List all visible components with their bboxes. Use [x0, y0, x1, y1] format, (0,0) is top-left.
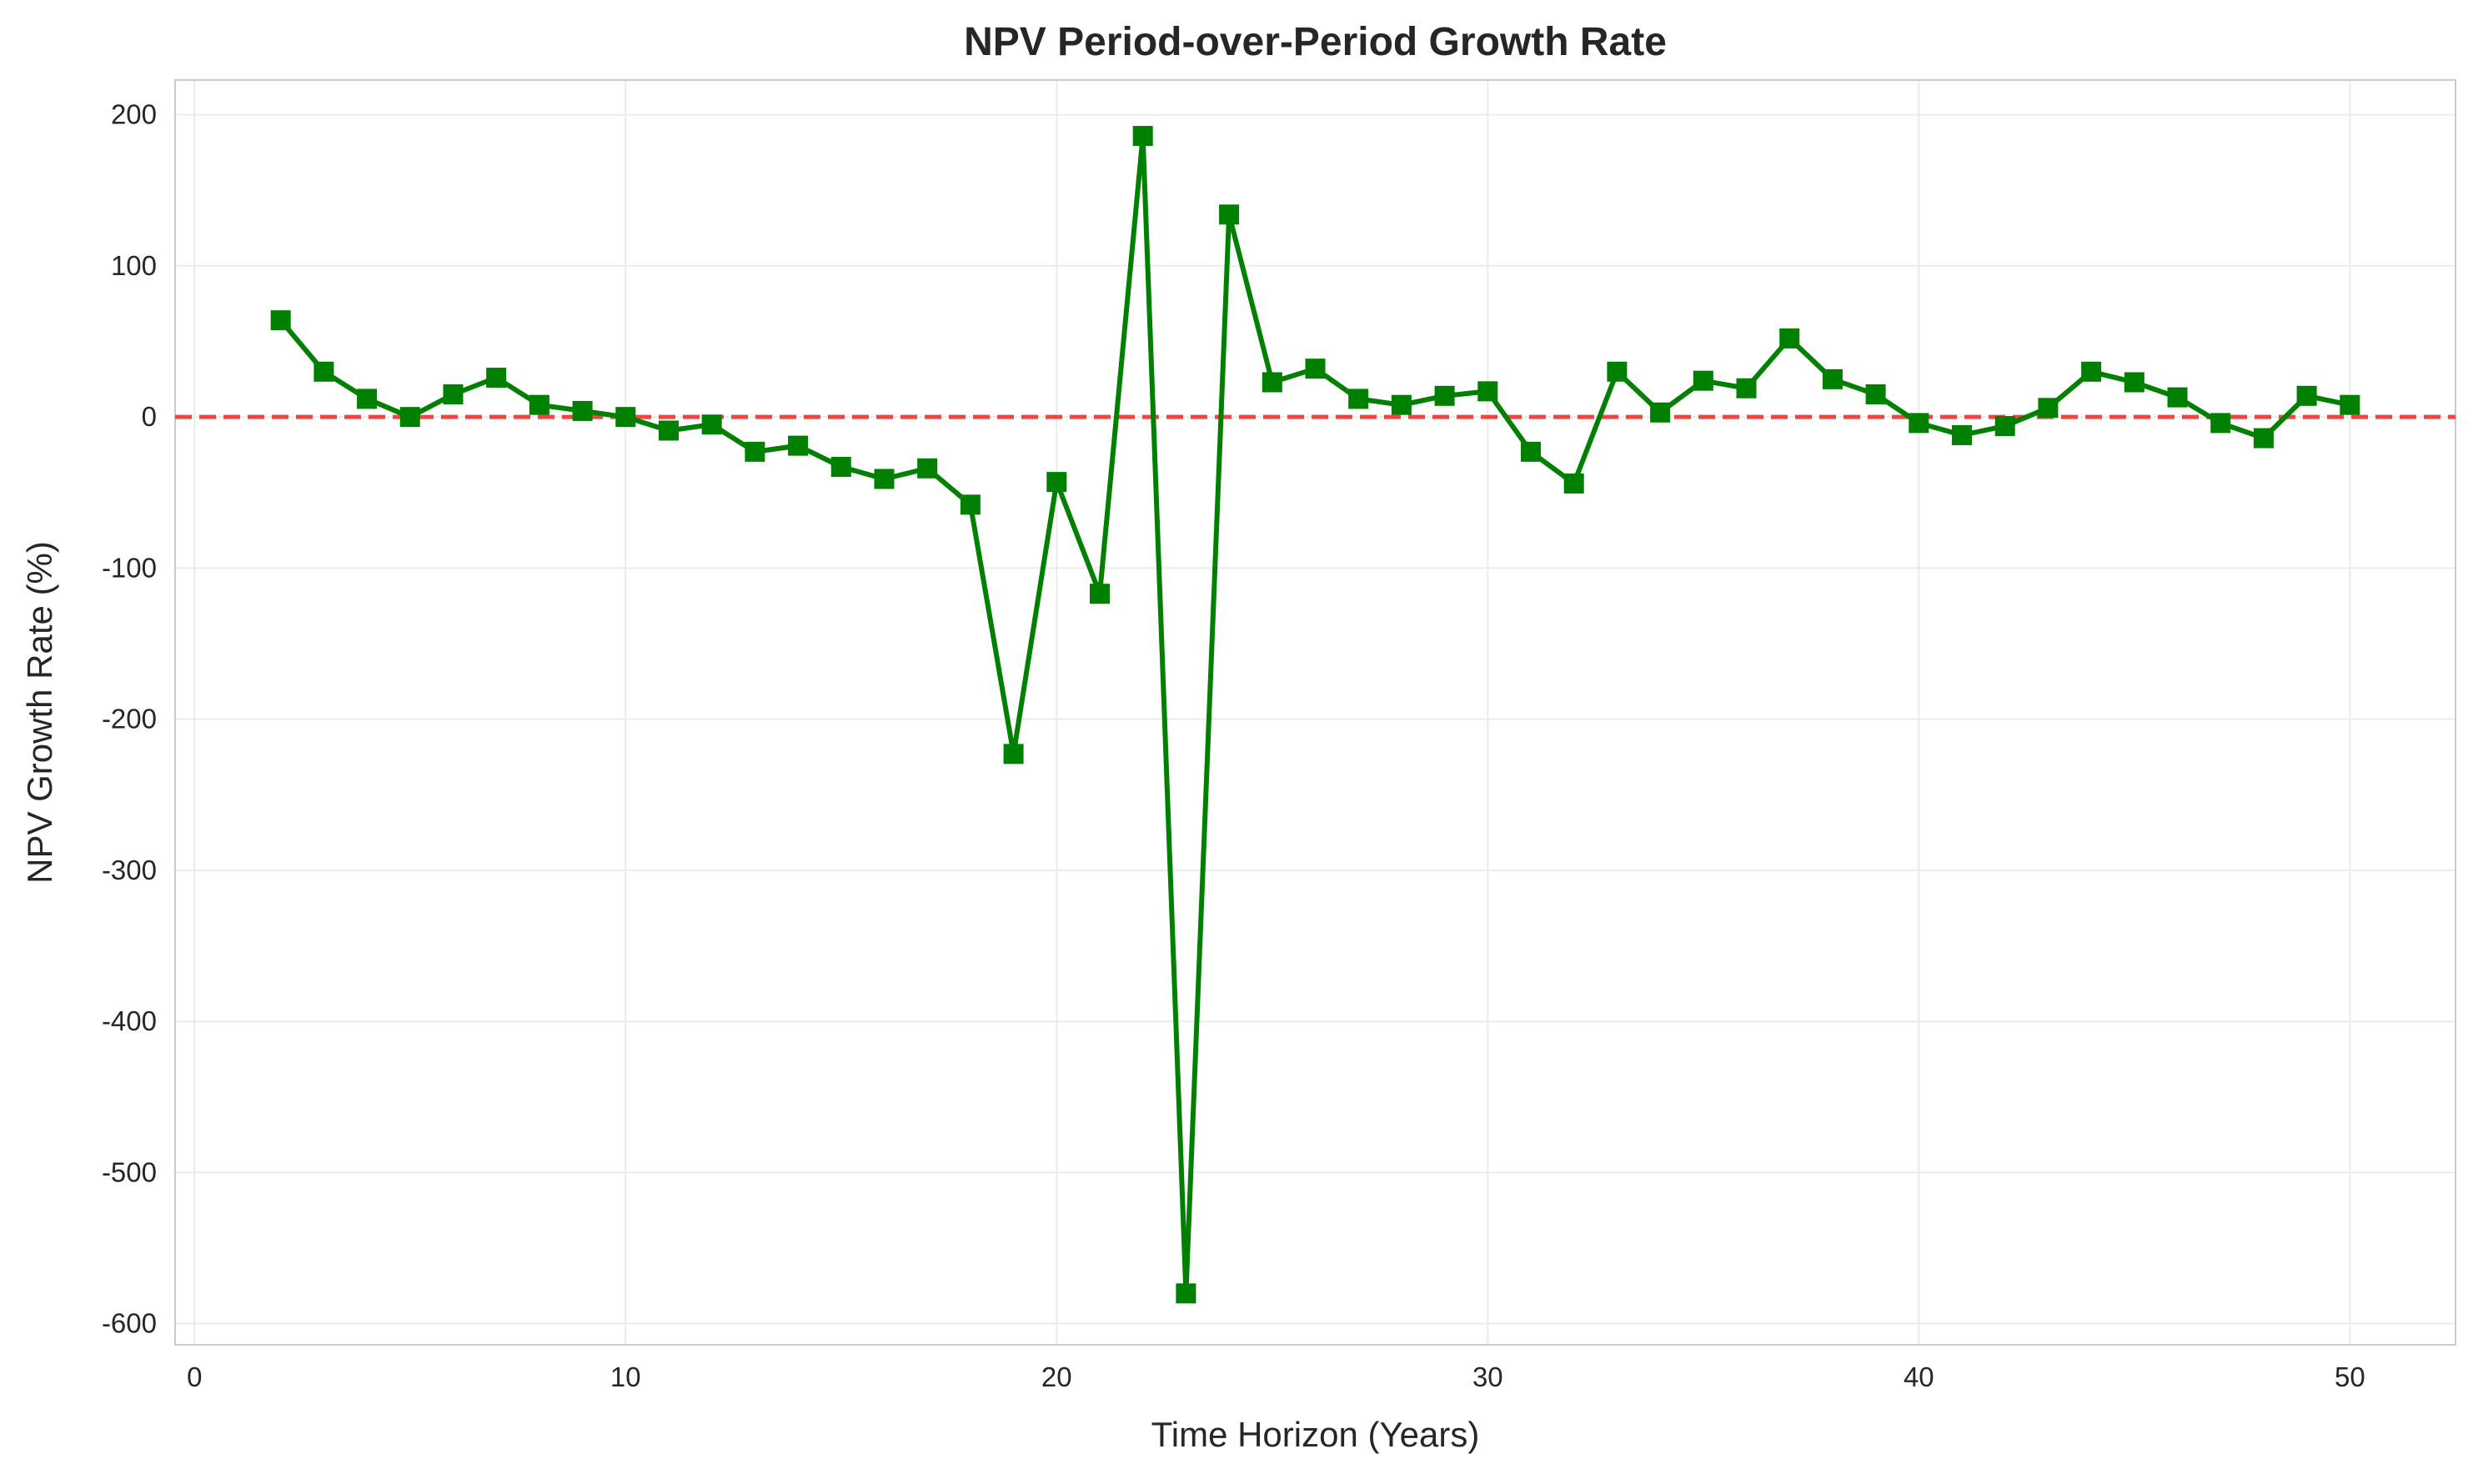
data-point-marker [960, 494, 981, 515]
data-point-marker [2253, 428, 2274, 449]
data-point-marker [2038, 398, 2059, 419]
y-tick-label: -500 [102, 1156, 157, 1187]
data-point-marker [1176, 1283, 1196, 1304]
data-point-marker [1262, 372, 1282, 393]
data-point-marker [1391, 394, 1412, 415]
data-point-marker [399, 407, 420, 428]
series-group [270, 126, 2360, 1304]
y-tick-label: -300 [102, 855, 157, 885]
data-point-marker [1521, 441, 1542, 462]
x-tick-label: 40 [1904, 1361, 1934, 1392]
grid [175, 80, 2455, 1345]
data-point-marker [1952, 424, 1973, 445]
data-point-marker [830, 456, 851, 477]
data-point-marker [1994, 416, 2015, 437]
data-point-marker [917, 458, 938, 479]
data-point-marker [1650, 402, 1671, 423]
data-point-marker [1046, 472, 1067, 493]
chart-title: NPV Period-over-Period Growth Rate [964, 20, 1667, 64]
data-point-marker [1909, 413, 1929, 434]
data-point-marker [1219, 204, 1240, 225]
y-tick-label: -100 [102, 552, 157, 583]
data-point-marker [1822, 368, 1843, 389]
data-point-marker [2124, 372, 2144, 393]
data-point-marker [2167, 387, 2188, 408]
data-point-marker [1779, 328, 1800, 348]
data-point-marker [2081, 361, 2102, 382]
data-point-marker [314, 361, 334, 382]
data-point-marker [874, 469, 895, 489]
data-point-marker [1736, 378, 1757, 399]
y-tick-label: 100 [111, 250, 157, 281]
data-point-marker [486, 368, 507, 389]
y-tick-label: 200 [111, 99, 157, 130]
data-point-marker [1305, 358, 1326, 379]
data-point-marker [357, 389, 378, 409]
data-point-marker [1434, 385, 1455, 406]
data-point-marker [1865, 384, 1886, 404]
data-point-marker [1089, 584, 1110, 604]
y-tick-label: 0 [142, 401, 157, 432]
data-point-marker [788, 435, 809, 456]
data-point-marker [745, 441, 765, 462]
y-tick-label: -400 [102, 1005, 157, 1036]
x-tick-label: 30 [1472, 1361, 1503, 1392]
plot-frame [174, 79, 2456, 1346]
data-point-marker [2340, 394, 2360, 415]
y-axis-label: NPV Growth Rate (%) [20, 541, 59, 884]
data-point-marker [701, 414, 722, 435]
data-point-marker [529, 394, 549, 415]
data-point-marker [2210, 413, 2231, 434]
data-point-marker [1693, 370, 1713, 391]
data-point-marker [270, 310, 291, 331]
x-tick-label: 20 [1041, 1361, 1072, 1392]
data-point-marker [1607, 361, 1628, 382]
data-point-marker [1563, 473, 1584, 494]
x-tick-label: 50 [2335, 1361, 2365, 1392]
data-point-marker [1003, 744, 1024, 765]
data-point-marker [443, 384, 464, 404]
data-point-marker [1348, 389, 1369, 409]
x-tick-label: 0 [187, 1361, 202, 1392]
data-point-marker [2296, 385, 2317, 406]
y-tick-label: -600 [102, 1308, 157, 1339]
x-axis-label: Time Horizon (Years) [1151, 1415, 1480, 1454]
data-point-marker [572, 400, 593, 421]
data-point-marker [658, 420, 679, 441]
data-point-marker [1132, 126, 1153, 147]
y-tick-label: -200 [102, 704, 157, 734]
x-tick-label: 10 [610, 1361, 641, 1392]
data-point-marker [1477, 381, 1498, 402]
data-point-marker [615, 407, 636, 428]
tick-labels: 0 10 20 30 40 50 200 100 0 -100 -200 -300 -400 -500 -6… [102, 99, 2365, 1392]
